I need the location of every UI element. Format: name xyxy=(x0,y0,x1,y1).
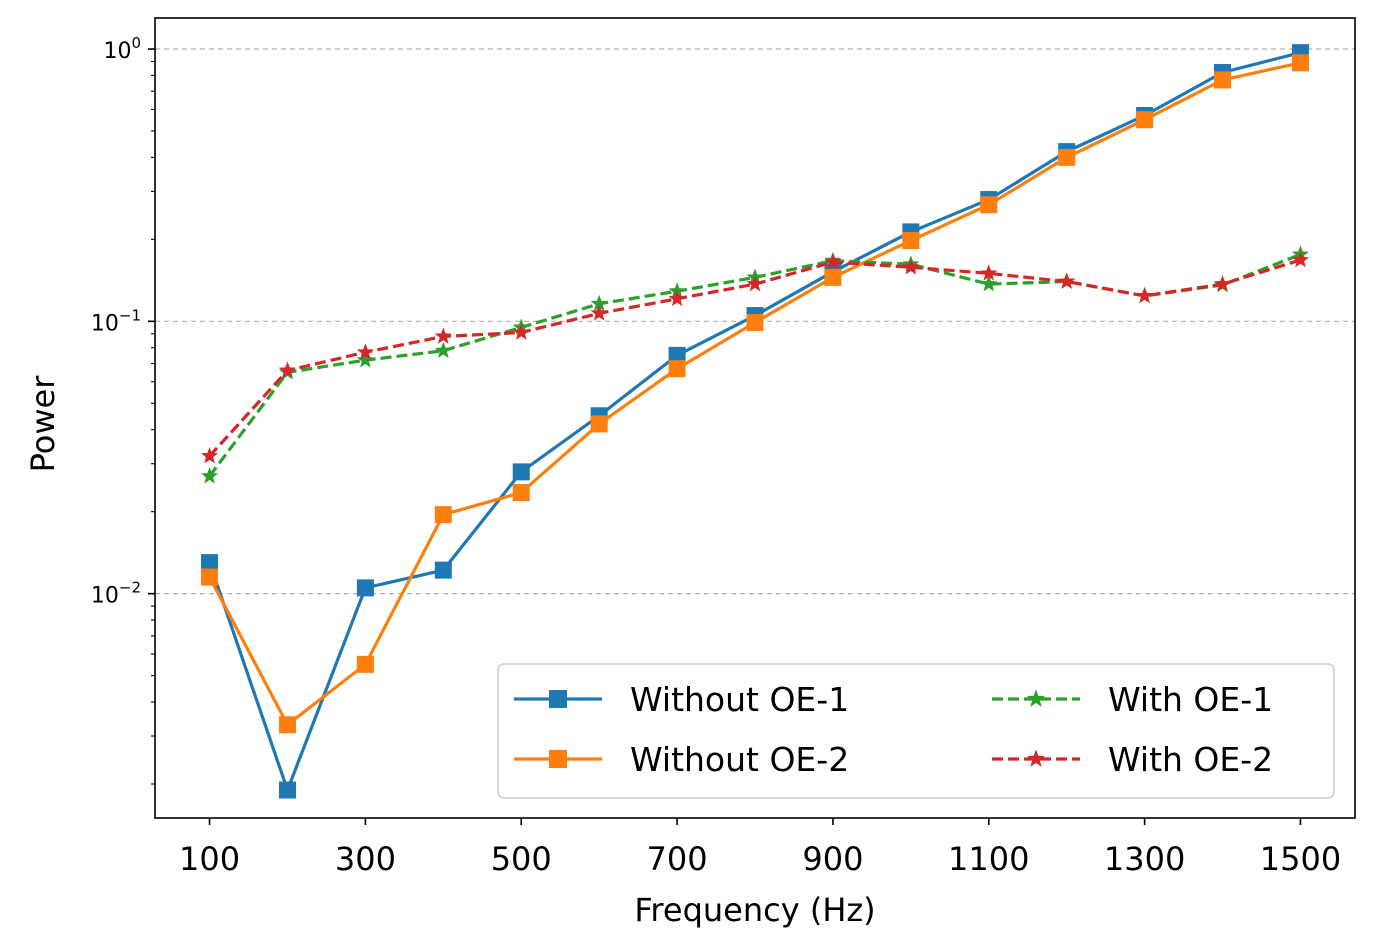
data-point xyxy=(201,568,219,586)
data-point xyxy=(1136,286,1154,304)
y-tick-exponent: −2 xyxy=(119,579,141,597)
data-point xyxy=(512,463,530,481)
data-point xyxy=(434,506,452,524)
data-point xyxy=(590,415,608,433)
grid-lines xyxy=(155,48,1355,595)
data-point xyxy=(668,289,686,307)
data-point xyxy=(1291,54,1309,72)
data-point xyxy=(201,554,219,572)
series-with-oe-2 xyxy=(200,250,1310,464)
x-tick-label: 900 xyxy=(802,840,863,878)
data-point xyxy=(434,327,452,344)
data-point xyxy=(1213,275,1232,292)
data-point xyxy=(980,196,998,214)
plot-frame xyxy=(154,17,1356,819)
data-point xyxy=(902,258,920,275)
data-point xyxy=(824,253,842,270)
x-tick-label: 500 xyxy=(491,840,552,878)
y-axis-label: Power xyxy=(24,375,62,473)
data-point xyxy=(356,579,374,597)
legend-label: With OE-1 xyxy=(1108,680,1273,719)
x-tick-label: 1300 xyxy=(1104,840,1185,878)
data-point xyxy=(590,304,608,321)
x-tick-label: 1100 xyxy=(948,840,1029,878)
legend-box xyxy=(497,663,1335,799)
x-tick-label: 100 xyxy=(179,840,240,878)
data-point xyxy=(980,275,998,292)
data-point xyxy=(278,781,296,799)
y-tick-base: 10 xyxy=(91,311,119,336)
data-point xyxy=(434,341,452,358)
data-point xyxy=(590,294,608,312)
legend-handle xyxy=(992,689,1080,707)
data-point xyxy=(356,655,374,673)
legend-label: Without OE-2 xyxy=(630,740,849,779)
data-point xyxy=(1136,111,1154,129)
series-without-oe-2 xyxy=(201,54,1309,734)
x-tick-label: 300 xyxy=(335,840,396,878)
legend-label: With OE-2 xyxy=(1108,740,1273,779)
data-point xyxy=(200,467,219,484)
y-tick-base: 10 xyxy=(103,39,131,64)
legend-marker xyxy=(1026,689,1046,707)
data-point xyxy=(668,360,686,378)
data-point xyxy=(668,346,686,364)
y-tick-base: 10 xyxy=(91,584,119,609)
legend: Without OE-1 Without OE-2 With OE-1 With OE… xyxy=(497,663,1335,799)
y-tick-exponent: −1 xyxy=(119,306,141,324)
data-point xyxy=(512,323,530,340)
data-point xyxy=(1214,71,1232,89)
x-axis-label: Frequency (Hz) xyxy=(634,891,875,929)
legend-marker xyxy=(549,750,567,768)
x-tick-label: 700 xyxy=(647,840,708,878)
legend-handle xyxy=(514,690,602,708)
legend-marker xyxy=(1026,749,1046,767)
series-layer xyxy=(200,44,1310,799)
data-point xyxy=(746,275,764,292)
data-point xyxy=(746,314,764,332)
data-point xyxy=(278,361,297,378)
legend-marker xyxy=(549,690,567,708)
data-point xyxy=(356,351,374,368)
legend-label: Without OE-1 xyxy=(630,680,849,719)
data-point xyxy=(980,264,998,281)
data-point xyxy=(1291,250,1310,268)
y-tick-exponent: 0 xyxy=(131,34,141,52)
y-tick-label: 10−1 xyxy=(91,306,141,336)
data-point xyxy=(1058,272,1076,289)
data-point xyxy=(1058,148,1076,166)
data-point xyxy=(356,343,374,360)
legend-handle xyxy=(514,750,602,768)
y-tick-label: 10−2 xyxy=(91,579,141,609)
data-point xyxy=(434,561,452,579)
data-point xyxy=(512,484,530,502)
data-point xyxy=(902,232,920,250)
data-point xyxy=(824,268,842,286)
x-tick-label: 1500 xyxy=(1260,840,1341,878)
y-tick-label: 100 xyxy=(103,34,141,64)
data-point xyxy=(200,447,219,464)
data-point xyxy=(278,716,296,734)
legend-handle xyxy=(992,749,1080,767)
